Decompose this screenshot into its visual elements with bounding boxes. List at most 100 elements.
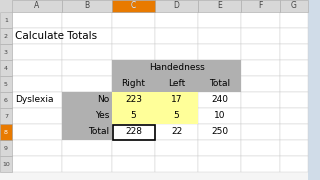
Bar <box>62 124 112 140</box>
Bar <box>155 28 198 44</box>
Bar <box>198 92 241 108</box>
Bar <box>112 60 155 76</box>
Text: 5: 5 <box>4 82 8 87</box>
Text: B: B <box>84 1 90 10</box>
Bar <box>62 12 112 28</box>
Bar <box>62 156 112 172</box>
Text: 10: 10 <box>214 111 225 120</box>
Text: E: E <box>217 1 222 10</box>
Bar <box>12 60 62 76</box>
Text: 228: 228 <box>125 127 142 136</box>
Bar <box>12 44 62 60</box>
Bar <box>280 60 308 76</box>
Text: 17: 17 <box>171 96 182 105</box>
Bar <box>155 76 198 92</box>
Bar <box>12 140 62 156</box>
Text: Total: Total <box>88 127 109 136</box>
Text: 9: 9 <box>4 145 8 150</box>
Bar <box>280 92 308 108</box>
Text: 2: 2 <box>4 33 8 39</box>
Text: Yes: Yes <box>95 111 109 120</box>
Bar <box>12 28 62 44</box>
Bar <box>280 108 308 124</box>
Text: Right: Right <box>122 80 146 89</box>
Bar <box>0 156 12 172</box>
Text: C: C <box>131 1 136 10</box>
Text: G: G <box>291 1 297 10</box>
Text: F: F <box>258 1 263 10</box>
Bar <box>155 156 198 172</box>
Bar <box>198 28 241 44</box>
Bar <box>155 92 198 108</box>
Bar <box>112 60 241 76</box>
Text: Dyslexia: Dyslexia <box>15 96 53 105</box>
Bar <box>62 92 112 108</box>
Bar <box>198 124 241 140</box>
Text: Handedness: Handedness <box>148 64 204 73</box>
Text: 6: 6 <box>4 98 8 102</box>
Text: 4: 4 <box>4 66 8 71</box>
Bar <box>241 140 280 156</box>
Bar <box>280 28 308 44</box>
Bar <box>0 124 12 140</box>
Bar <box>198 140 241 156</box>
Bar <box>62 44 112 60</box>
Bar <box>0 108 12 124</box>
Bar <box>112 156 155 172</box>
Bar <box>0 44 12 60</box>
Bar <box>62 92 112 108</box>
Bar <box>155 108 198 124</box>
Bar <box>241 12 280 28</box>
Bar <box>112 124 155 140</box>
Bar <box>198 60 241 76</box>
Bar <box>112 108 155 124</box>
Bar <box>112 28 155 44</box>
Bar <box>155 0 198 12</box>
Bar <box>241 156 280 172</box>
Bar <box>0 140 12 156</box>
Text: 22: 22 <box>171 127 182 136</box>
Bar <box>0 92 12 108</box>
Text: A: A <box>34 1 40 10</box>
Bar <box>155 12 198 28</box>
Bar <box>62 28 112 44</box>
Bar <box>112 92 155 108</box>
Text: 10: 10 <box>2 161 10 166</box>
Bar <box>112 12 155 28</box>
Bar <box>198 76 241 92</box>
Text: 8: 8 <box>4 129 8 134</box>
Bar <box>198 12 241 28</box>
Bar <box>241 124 280 140</box>
Text: Total: Total <box>209 80 230 89</box>
Bar <box>12 12 62 28</box>
Bar <box>113 125 155 140</box>
Bar <box>112 0 155 12</box>
Bar <box>241 0 280 12</box>
Bar <box>241 108 280 124</box>
Text: 223: 223 <box>125 96 142 105</box>
Bar <box>241 44 280 60</box>
Bar <box>12 0 62 12</box>
Bar <box>280 12 308 28</box>
Bar <box>155 60 198 76</box>
Bar <box>155 108 198 124</box>
Bar <box>198 108 241 124</box>
Bar <box>155 140 198 156</box>
Bar <box>308 0 320 180</box>
Bar <box>112 92 155 108</box>
Bar <box>62 108 112 124</box>
Bar <box>62 108 112 124</box>
Text: 5: 5 <box>174 111 180 120</box>
Bar <box>241 76 280 92</box>
Text: 1: 1 <box>4 17 8 22</box>
Bar <box>0 124 12 140</box>
Text: 240: 240 <box>211 96 228 105</box>
Bar <box>155 76 198 92</box>
Bar <box>62 124 112 140</box>
Bar <box>112 140 155 156</box>
Bar <box>112 76 155 92</box>
Bar <box>12 76 62 92</box>
Bar <box>0 12 12 28</box>
Bar <box>280 124 308 140</box>
Bar <box>62 0 112 12</box>
